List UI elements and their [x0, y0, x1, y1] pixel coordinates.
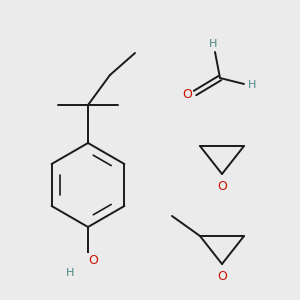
- Text: O: O: [182, 88, 192, 101]
- Text: H: H: [209, 39, 217, 49]
- Text: O: O: [88, 254, 98, 268]
- Text: H: H: [248, 80, 256, 90]
- Text: H: H: [66, 268, 74, 278]
- Text: O: O: [217, 179, 227, 193]
- Text: O: O: [217, 269, 227, 283]
